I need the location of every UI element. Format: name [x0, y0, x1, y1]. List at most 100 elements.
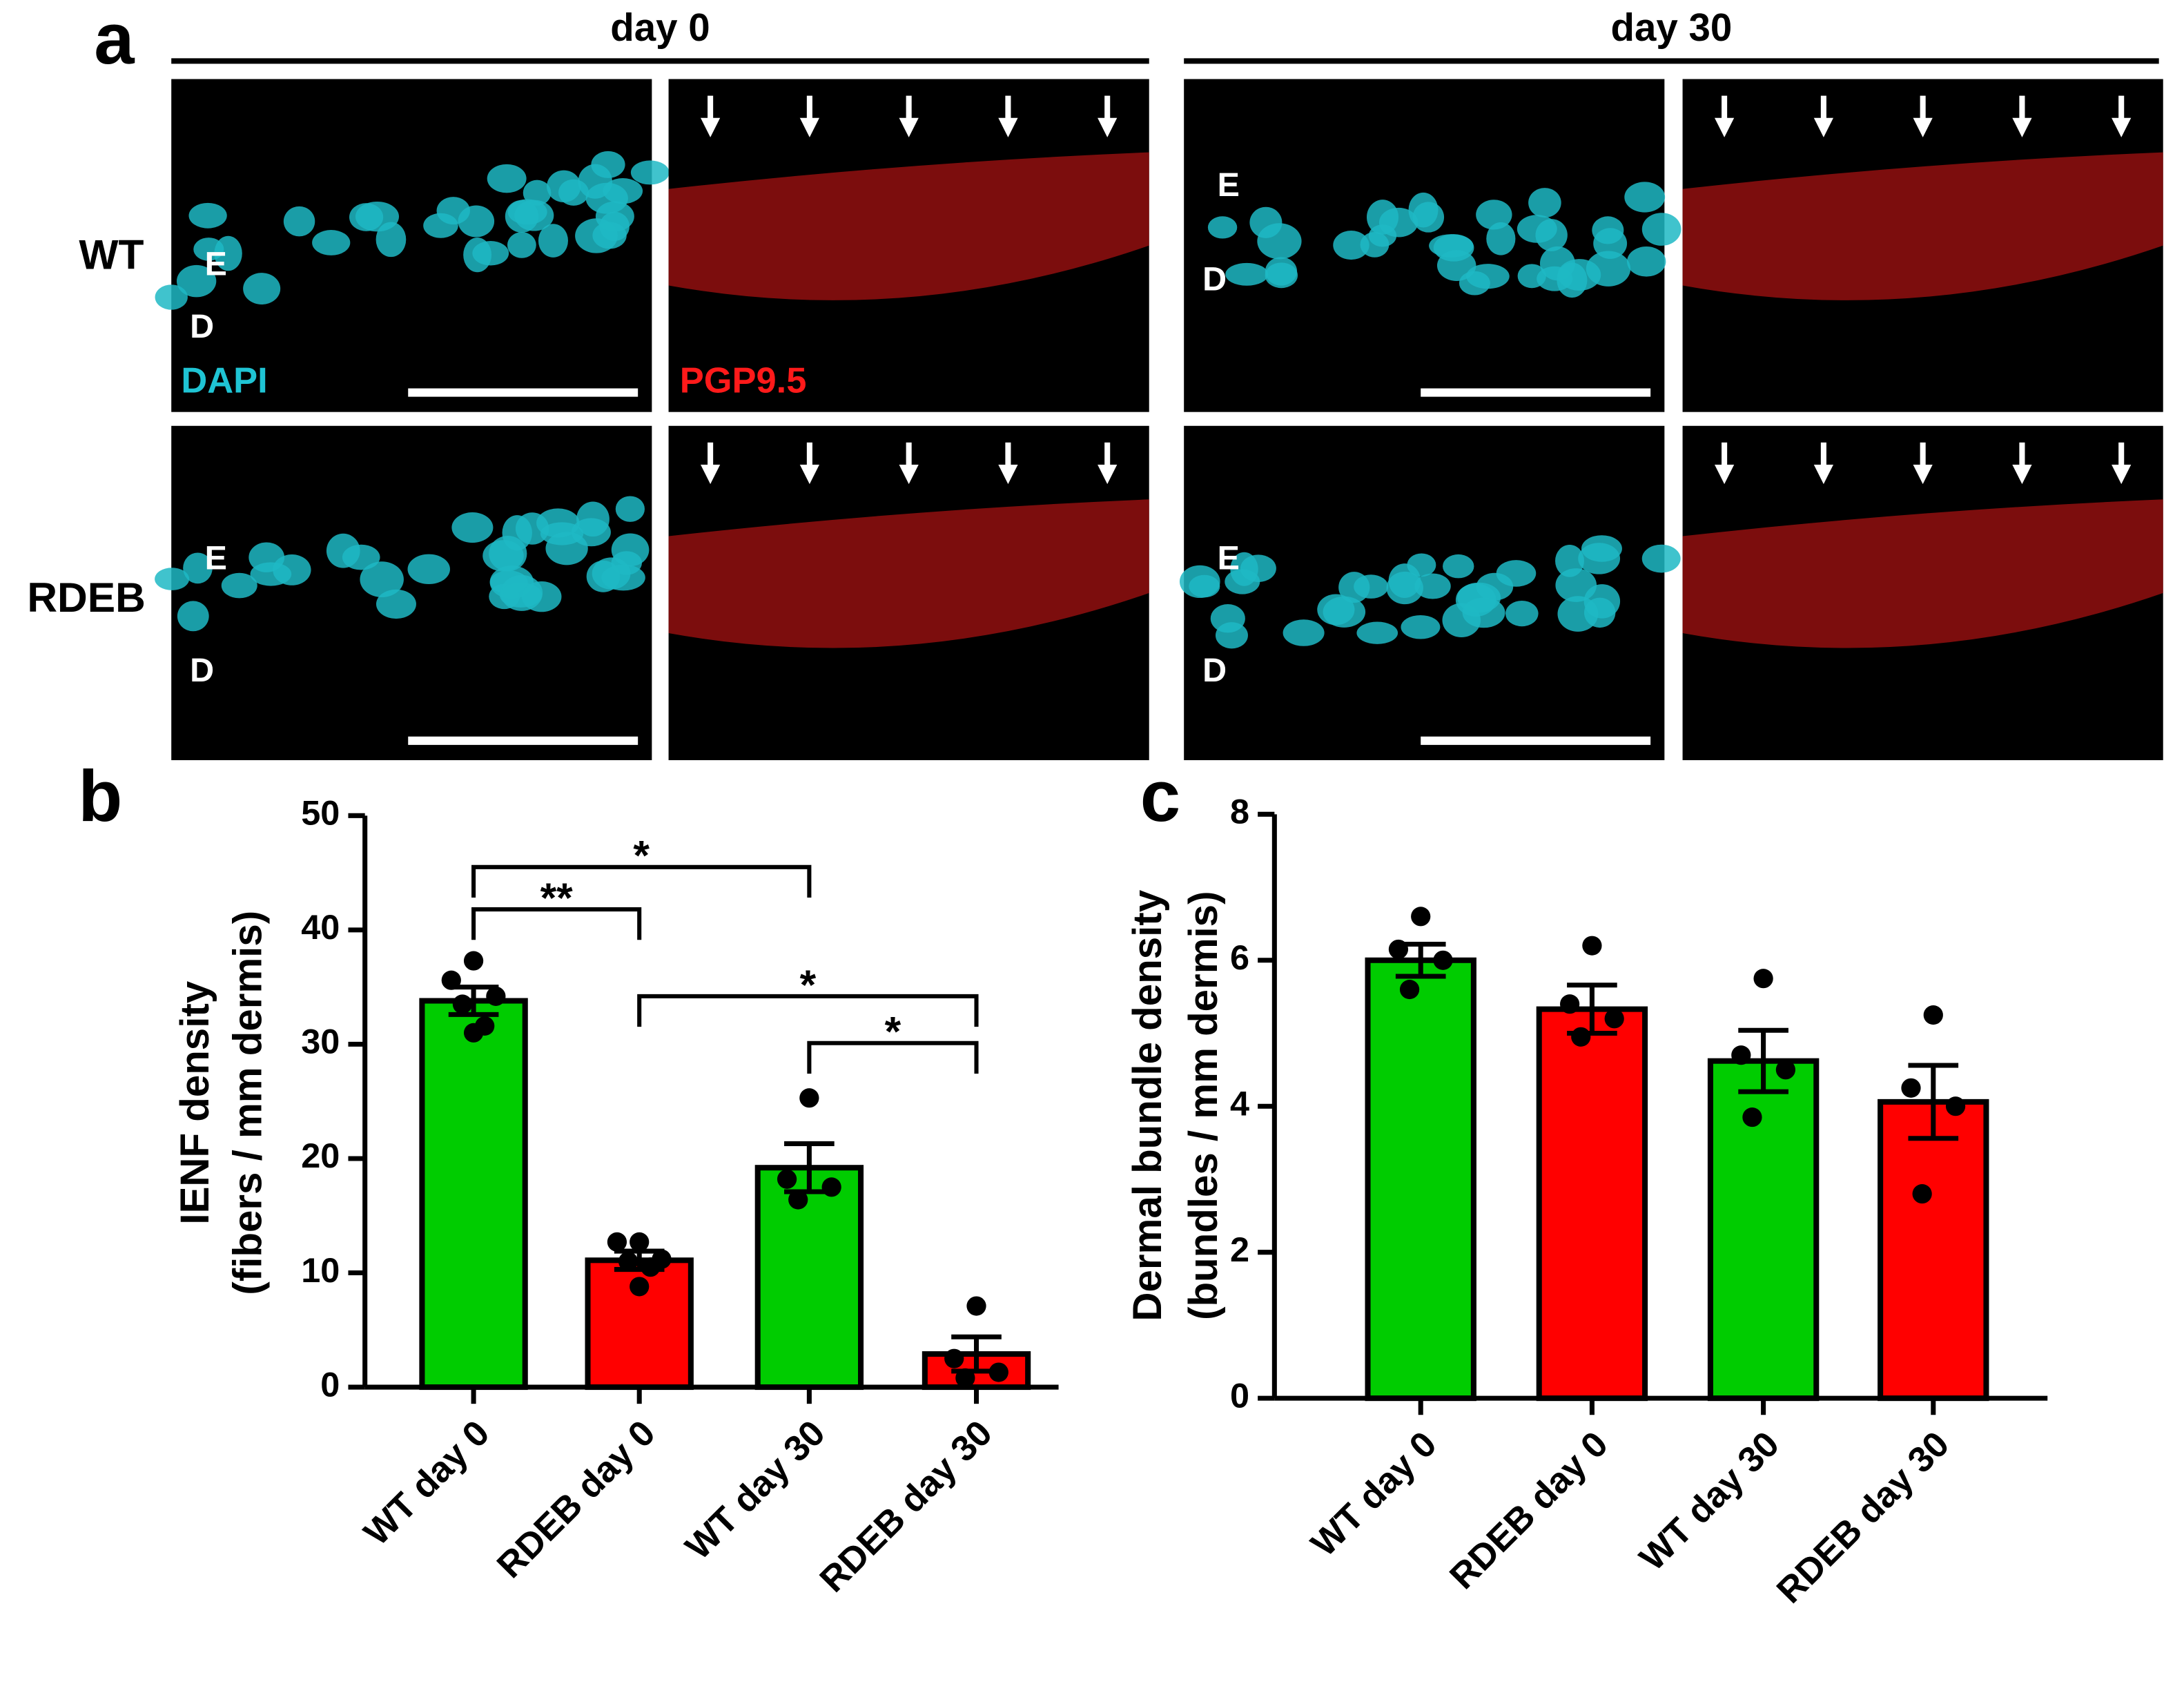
y-tick-label: 50	[301, 793, 340, 833]
nucleus	[1593, 228, 1628, 259]
arrow	[2112, 442, 2132, 485]
row-label: WT	[79, 231, 144, 278]
arrow	[2012, 95, 2032, 137]
y-tick-label: 8	[1230, 792, 1249, 831]
significance-label: *	[800, 961, 817, 1008]
nucleus	[1476, 200, 1512, 230]
y-tick-label: 0	[320, 1364, 340, 1404]
significance-label: *	[885, 1008, 901, 1055]
nucleus	[575, 218, 618, 253]
x-tick-label: WT day 0	[357, 1413, 498, 1554]
nucleus	[155, 284, 188, 310]
significance-bracket	[471, 864, 812, 898]
nucleus	[1249, 206, 1283, 238]
bar	[754, 1165, 864, 1391]
nucleus	[1583, 597, 1616, 628]
nucleus	[615, 496, 645, 522]
error-bar	[1908, 1063, 1959, 1141]
layer-label: E	[205, 539, 227, 577]
nucleus	[243, 273, 281, 304]
nucleus	[1367, 200, 1399, 235]
nucleus	[177, 601, 209, 632]
arrow	[1813, 442, 1834, 485]
data-point	[1399, 979, 1420, 1000]
nucleus	[451, 512, 494, 543]
arrow	[799, 95, 820, 137]
x-tick-label: RDEB day 0	[489, 1413, 663, 1586]
column-header: day 30	[1611, 6, 1733, 49]
arrow	[1714, 442, 1735, 485]
nucleus	[1443, 554, 1474, 579]
epidermis-signal	[668, 152, 1149, 300]
data-point	[1571, 1027, 1591, 1047]
error-bar	[1738, 1027, 1788, 1094]
nucleus	[603, 178, 643, 204]
epidermis-signal	[1682, 152, 2163, 300]
nucleus	[248, 542, 285, 572]
data-point	[1923, 1005, 1943, 1025]
nucleus	[611, 533, 650, 567]
nucleus	[1496, 560, 1537, 587]
y-tick-label: 40	[301, 907, 340, 947]
data-point	[1753, 969, 1773, 989]
nucleus	[576, 501, 610, 537]
nucleus	[360, 561, 404, 597]
column-header: day 0	[610, 6, 710, 49]
nucleus	[407, 554, 450, 585]
significance-bracket	[637, 994, 979, 1027]
data-point	[966, 1296, 986, 1316]
nucleus	[1641, 213, 1681, 246]
data-point	[452, 994, 473, 1014]
data-point	[463, 1023, 484, 1043]
layer-label: E	[205, 246, 227, 283]
nucleus	[349, 203, 384, 231]
arrow	[1813, 95, 1834, 137]
bar	[1707, 1058, 1820, 1402]
nucleus	[342, 544, 380, 570]
layer-label: D	[1202, 261, 1227, 298]
data-point	[1388, 939, 1409, 959]
nucleus	[1354, 574, 1389, 599]
epidermis-signal	[1682, 499, 2163, 648]
panel-letter: c	[1140, 756, 1180, 837]
data-point	[1742, 1107, 1762, 1127]
nucleus	[489, 535, 527, 572]
data-point	[486, 986, 506, 1006]
data-point	[1775, 1060, 1796, 1080]
stain-label: PGP9.5	[680, 360, 807, 400]
data-point	[463, 951, 484, 971]
layer-label: D	[1202, 652, 1227, 689]
data-point	[955, 1368, 975, 1388]
data-point	[788, 1190, 808, 1210]
nucleus	[1627, 246, 1666, 277]
nucleus	[1386, 571, 1423, 605]
nucleus	[630, 160, 670, 185]
nucleus	[1414, 573, 1451, 599]
data-point	[630, 1277, 650, 1297]
y-tick-label: 4	[1230, 1084, 1249, 1123]
data-point	[821, 1177, 841, 1197]
nucleus	[1462, 597, 1505, 628]
nucleus	[1323, 596, 1366, 628]
nucleus	[1528, 188, 1561, 218]
arrow	[1098, 442, 1118, 485]
nucleus	[1539, 246, 1575, 281]
epidermis-signal	[668, 499, 1149, 648]
nucleus	[601, 564, 645, 591]
panel-letter: a	[94, 0, 135, 79]
arrow	[899, 442, 919, 485]
significance-label: *	[633, 832, 650, 879]
x-tick-label: RDEB day 30	[1769, 1424, 1957, 1612]
nucleus	[1225, 569, 1260, 594]
data-point	[1912, 1184, 1932, 1204]
arrow	[799, 442, 820, 485]
arrow	[2112, 95, 2132, 137]
data-point	[1604, 1009, 1624, 1029]
y-axis-label: (fibers / mm dermis)	[226, 911, 271, 1295]
nucleus	[1283, 619, 1325, 646]
nucleus	[1624, 182, 1666, 213]
nucleus	[1401, 614, 1441, 639]
layer-label: D	[190, 652, 214, 689]
